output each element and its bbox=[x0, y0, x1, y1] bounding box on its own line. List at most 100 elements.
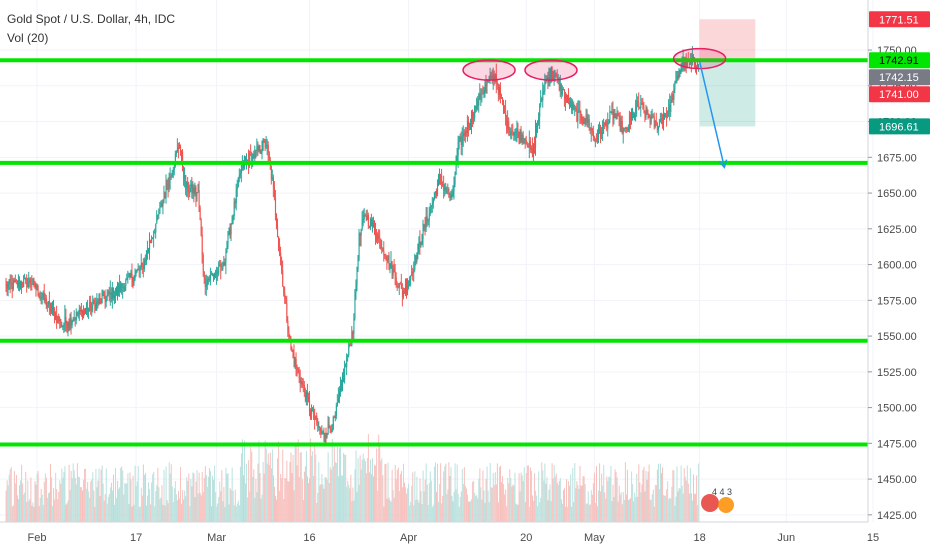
volume-bar bbox=[211, 506, 213, 522]
candle-body bbox=[367, 215, 369, 226]
candle-body bbox=[572, 103, 574, 111]
candle-body bbox=[315, 415, 317, 420]
volume-bar bbox=[511, 486, 513, 522]
candle-body bbox=[21, 282, 23, 287]
candle-body bbox=[296, 367, 298, 369]
candle-body bbox=[602, 125, 604, 135]
volume-bar bbox=[98, 468, 100, 522]
volume-bar bbox=[166, 500, 168, 522]
volume-bar bbox=[582, 476, 584, 522]
volume-bar bbox=[176, 500, 178, 522]
volume-bar bbox=[553, 465, 555, 522]
candle-body bbox=[437, 184, 439, 195]
candle-body bbox=[683, 59, 685, 69]
volume-bar bbox=[388, 497, 390, 522]
volume-bar bbox=[656, 469, 658, 522]
candle-body bbox=[34, 281, 36, 289]
volume-bar bbox=[456, 464, 458, 522]
volume-bar bbox=[46, 497, 48, 522]
projection-arrow-head bbox=[718, 159, 728, 169]
candle-body bbox=[103, 292, 105, 299]
candle-body bbox=[389, 264, 391, 268]
candle-body bbox=[446, 191, 448, 193]
candle-body bbox=[218, 265, 220, 274]
symbol-title[interactable]: Gold Spot / U.S. Dollar, 4h, IDC bbox=[7, 12, 176, 26]
candle-body bbox=[532, 148, 534, 157]
volume-bar bbox=[233, 505, 235, 522]
candle-body bbox=[84, 310, 86, 312]
candle-body bbox=[22, 286, 24, 288]
candle-body bbox=[555, 74, 557, 77]
candle-body bbox=[256, 146, 258, 151]
candle-body bbox=[371, 219, 373, 227]
volume-bar bbox=[263, 473, 265, 522]
candle-body bbox=[191, 183, 193, 194]
volume-bar bbox=[69, 490, 71, 522]
volume-bar bbox=[296, 465, 298, 522]
volume-bar bbox=[395, 479, 397, 522]
volume-bar bbox=[355, 450, 357, 522]
volume-bar bbox=[197, 493, 199, 522]
candle-body bbox=[93, 300, 95, 304]
candle-body bbox=[363, 215, 365, 219]
candle-body bbox=[596, 138, 598, 140]
candle-body bbox=[417, 243, 419, 253]
volume-bar bbox=[346, 487, 348, 522]
volume-bar bbox=[220, 491, 222, 522]
volume-bar bbox=[684, 476, 686, 522]
candle-body bbox=[67, 324, 69, 328]
volume-bar bbox=[378, 434, 380, 522]
candle-body bbox=[198, 190, 200, 208]
candle-body bbox=[200, 220, 202, 236]
candle-body bbox=[671, 94, 673, 101]
candle-body bbox=[435, 191, 437, 194]
candle-body bbox=[440, 175, 442, 177]
candle-body bbox=[430, 205, 432, 207]
candle-body bbox=[223, 262, 225, 265]
candle-body bbox=[8, 279, 10, 284]
candle-body bbox=[85, 309, 87, 312]
candle-body bbox=[693, 56, 695, 58]
volume-bar bbox=[119, 487, 121, 522]
candle-body bbox=[114, 295, 116, 299]
candle-body bbox=[318, 426, 320, 428]
volume-bar bbox=[91, 479, 93, 522]
candle-body bbox=[647, 113, 649, 117]
volume-indicator-label[interactable]: Vol (20) bbox=[7, 31, 49, 45]
volume-bar bbox=[232, 490, 234, 522]
candle-body bbox=[443, 184, 445, 191]
volume-bar bbox=[645, 470, 647, 522]
volume-bar bbox=[441, 503, 443, 522]
volume-bar bbox=[607, 480, 609, 522]
volume-bar bbox=[9, 469, 11, 522]
volume-bar bbox=[14, 483, 16, 522]
candle-body bbox=[219, 264, 221, 266]
candle-body bbox=[606, 121, 608, 129]
candle-body bbox=[215, 273, 217, 275]
candle-body bbox=[520, 130, 522, 142]
candle-body bbox=[414, 255, 416, 270]
volume-bar bbox=[647, 471, 649, 522]
candle-body bbox=[382, 248, 384, 251]
volume-bar bbox=[186, 477, 188, 522]
volume-bar bbox=[58, 491, 60, 522]
candle-body bbox=[380, 238, 382, 249]
candle-body bbox=[375, 233, 377, 237]
candle-body bbox=[611, 111, 613, 113]
volume-bar bbox=[479, 468, 481, 522]
volume-bar bbox=[145, 505, 147, 522]
volume-bar bbox=[212, 475, 214, 522]
volume-bar bbox=[144, 473, 146, 522]
volume-bar bbox=[639, 482, 641, 522]
candle-body bbox=[52, 307, 54, 310]
volume-bar bbox=[468, 501, 470, 522]
candle-body bbox=[510, 130, 512, 135]
candle-body bbox=[476, 99, 478, 110]
volume-bar bbox=[240, 453, 242, 522]
volume-bar bbox=[83, 479, 85, 522]
candle-body bbox=[233, 201, 235, 217]
candle-body bbox=[491, 76, 493, 82]
pattern-ellipse bbox=[672, 47, 727, 70]
candle-body bbox=[486, 81, 488, 87]
volume-bar bbox=[53, 488, 55, 522]
